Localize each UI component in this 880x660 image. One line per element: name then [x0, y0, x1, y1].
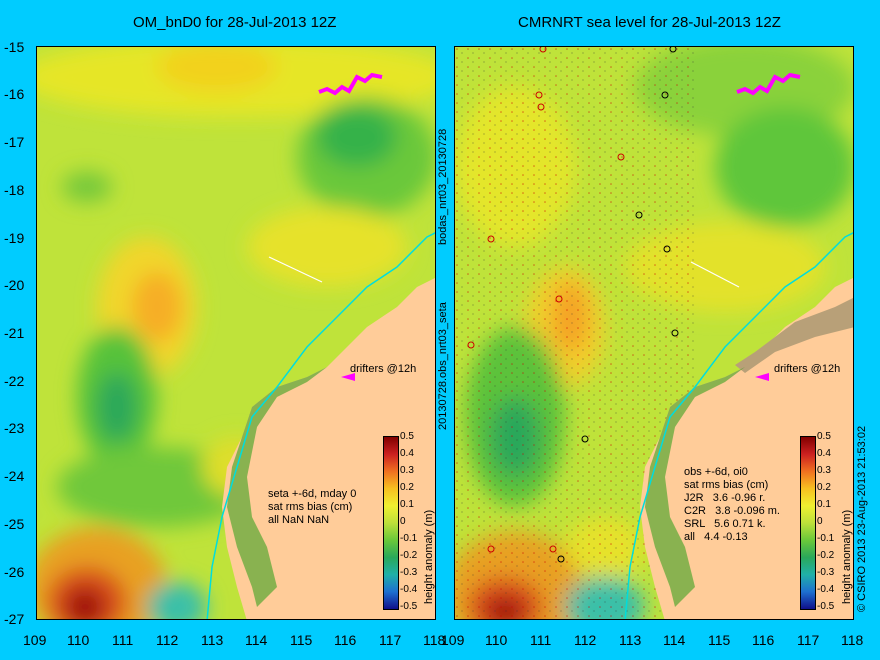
right-colorbar — [800, 436, 816, 610]
middle-label-top: bodas_nrt03_20130728 — [437, 128, 449, 245]
right-colorbar-label: height anomaly (m) — [841, 509, 853, 604]
right-map-svg — [455, 47, 853, 619]
left-colorbar — [383, 436, 399, 610]
right-map-title: CMRNRT sea level for 28-Jul-2013 12Z — [518, 14, 781, 31]
left-note: seta +-6d, mday 0 sat rms bias (cm) all … — [268, 488, 357, 526]
right-drifters-label: drifters @12h — [774, 363, 841, 375]
right-note: obs +-6d, oi0 sat rms bias (cm) J2R 3.6 … — [684, 466, 780, 543]
right-map-panel — [454, 46, 854, 620]
left-map-title: OM_bnD0 for 28-Jul-2013 12Z — [133, 14, 337, 31]
left-colorbar-label: height anomaly (m) — [423, 509, 435, 604]
left-drifters-label: drifters @12h — [350, 363, 417, 375]
left-map-panel — [36, 46, 436, 620]
left-map-svg — [37, 47, 435, 619]
middle-label-bottom: 20130728.obs_nrt03_seta — [437, 302, 449, 430]
copyright: © CSIRO 2013 23-Aug-2013 21:53:02 — [856, 425, 868, 612]
